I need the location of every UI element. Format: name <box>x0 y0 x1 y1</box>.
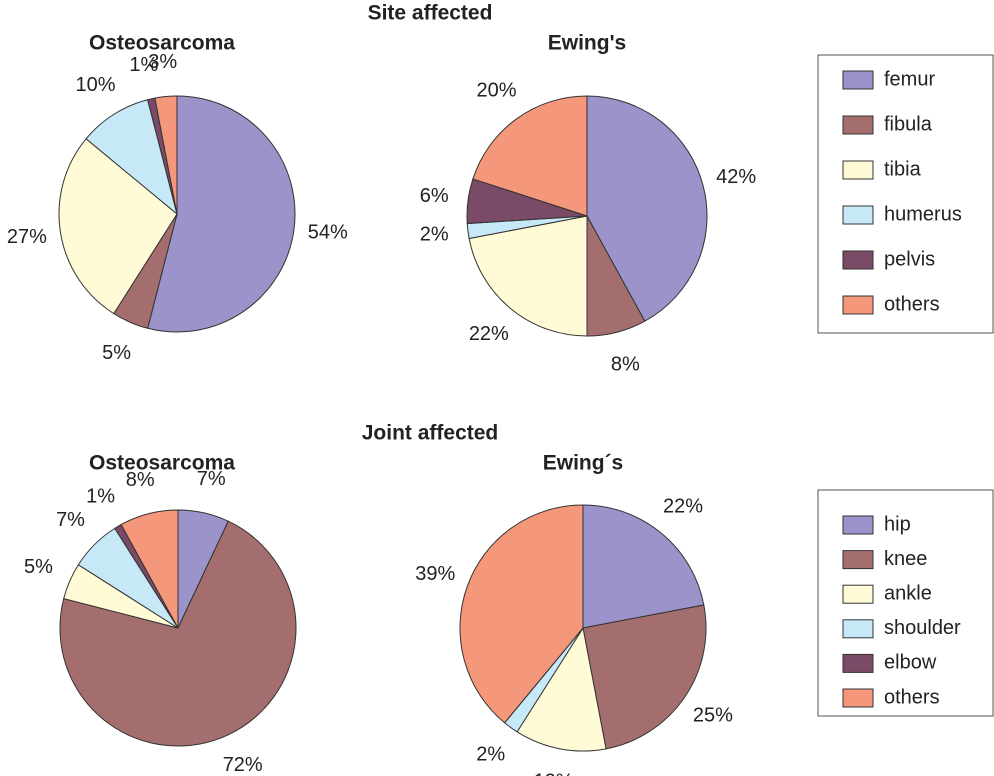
legend-label: shoulder <box>884 617 961 639</box>
legend-swatch <box>842 688 874 708</box>
legend-swatch <box>842 250 874 270</box>
data-label: 72% <box>223 754 263 776</box>
legend-swatch <box>842 550 874 570</box>
data-label: 2% <box>476 743 505 765</box>
data-label: 3% <box>148 51 177 73</box>
slice <box>147 95 296 333</box>
data-label: 8% <box>126 469 155 491</box>
legend-swatch <box>842 653 874 673</box>
legend-label: others <box>884 686 940 708</box>
slice <box>582 504 705 629</box>
data-label: 22% <box>663 495 703 517</box>
legend-label: tibia <box>884 158 922 180</box>
slice <box>120 509 179 629</box>
legend-label: fibula <box>884 113 933 135</box>
slice <box>459 504 584 724</box>
data-label: 1% <box>129 54 158 76</box>
legend-swatch <box>842 70 874 90</box>
legend-swatch <box>842 205 874 225</box>
data-label: 5% <box>24 556 53 578</box>
chart-title: Osteosarcoma <box>89 452 235 475</box>
legend-label: knee <box>884 548 927 570</box>
data-label: 25% <box>693 705 733 727</box>
slice <box>516 626 607 752</box>
slice <box>586 95 708 322</box>
legend-label: femur <box>884 68 935 90</box>
legend-label: pelvis <box>884 248 935 270</box>
data-label: 1% <box>86 485 115 507</box>
data-label: 27% <box>7 226 47 248</box>
chart-title: Osteosarcoma <box>89 32 235 55</box>
data-label: 12% <box>534 771 574 776</box>
legend-label: elbow <box>884 652 937 674</box>
data-label: 39% <box>415 563 455 585</box>
chart-title: Ewing's <box>548 32 627 55</box>
data-label: 5% <box>102 342 131 364</box>
data-label: 2% <box>420 224 449 246</box>
data-label: 8% <box>611 353 640 375</box>
slice <box>472 95 588 217</box>
legend-label: humerus <box>884 203 962 225</box>
slice <box>154 95 178 215</box>
slice <box>582 604 707 750</box>
section-heading: Joint affected <box>362 422 499 445</box>
legend-box <box>817 54 994 334</box>
section-heading: Site affected <box>368 2 493 25</box>
legend-swatch <box>842 295 874 315</box>
legend-label: ankle <box>884 582 932 604</box>
slice <box>468 215 588 337</box>
legend-label: hip <box>884 513 911 535</box>
data-label: 7% <box>197 468 226 490</box>
data-label: 54% <box>308 221 348 243</box>
slice <box>85 99 178 216</box>
legend-swatch <box>842 115 874 135</box>
data-label: 42% <box>716 166 756 188</box>
chart-title: Ewing´s <box>543 452 624 475</box>
data-label: 22% <box>469 323 509 345</box>
data-label: 7% <box>56 509 85 531</box>
legend-swatch <box>842 515 874 535</box>
data-label: 20% <box>476 80 516 102</box>
legend-label: others <box>884 293 940 315</box>
data-label: 6% <box>420 185 449 207</box>
legend-swatch <box>842 584 874 604</box>
slice <box>59 520 297 747</box>
data-label: 10% <box>76 74 116 96</box>
legend-swatch <box>842 619 874 639</box>
legend-swatch <box>842 160 874 180</box>
slice <box>58 138 178 315</box>
